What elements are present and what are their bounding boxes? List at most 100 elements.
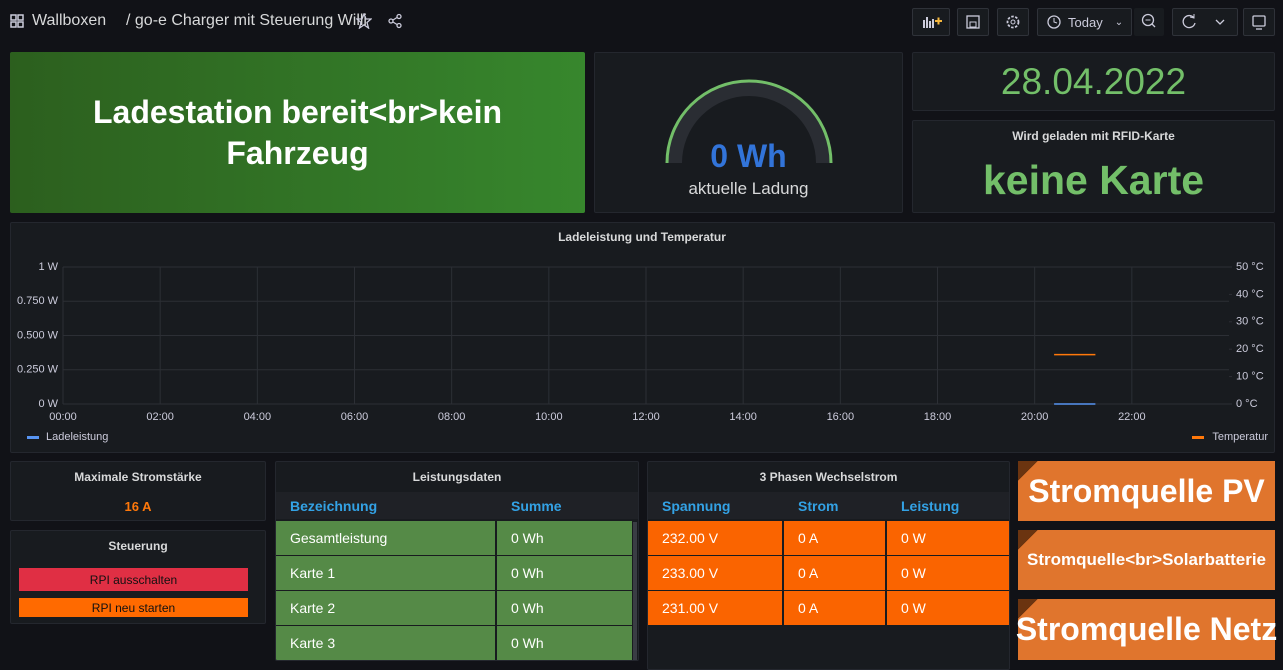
x-tick-label: 02:00 xyxy=(146,411,174,423)
zoom-icon xyxy=(1141,13,1156,28)
add-panel-icon xyxy=(923,17,942,28)
x-tick-label: 18:00 xyxy=(924,411,952,423)
y-tick-label: 0.750 W xyxy=(17,295,59,307)
status-text: Ladestation bereit<br>kein Fahrzeug xyxy=(92,93,502,171)
y2-tick-label: 40 °C xyxy=(1236,288,1264,300)
star-icon[interactable] xyxy=(356,13,372,29)
dashboards-icon[interactable] xyxy=(10,14,24,28)
gauge-panel: 0 Wh aktuelle Ladung xyxy=(594,52,903,213)
add-panel-button[interactable] xyxy=(912,8,950,36)
x-tick-label: 06:00 xyxy=(341,411,369,423)
gauge-label: aktuelle Ladung xyxy=(688,179,809,198)
x-tick-label: 08:00 xyxy=(438,411,466,423)
legend-swatch xyxy=(1192,436,1204,439)
x-tick-label: 16:00 xyxy=(827,411,855,423)
control-panel: Steuerung RPI ausschalten RPI neu starte… xyxy=(10,530,266,624)
settings-button[interactable] xyxy=(997,8,1029,36)
chevron: ⌄ xyxy=(1114,16,1124,28)
y-tick-label: 0.250 W xyxy=(17,364,59,376)
time-picker[interactable]: Today ⌄ xyxy=(1037,8,1132,36)
y2-tick-label: 50 °C xyxy=(1236,261,1264,273)
table-cell: 0 Wh xyxy=(497,591,632,625)
rfid-panel: Wird geladen mit RFID-Karte keine Karte xyxy=(912,120,1275,213)
table-cell: Karte 1 xyxy=(276,556,495,590)
table-cell: 0 A xyxy=(784,556,885,590)
x-tick-label: 00:00 xyxy=(49,411,77,423)
legend-label: Ladeleistung xyxy=(46,431,108,443)
chart-title: Ladeleistung und Temperatur xyxy=(558,230,726,244)
panel-title: Maximale Stromstärke xyxy=(74,470,202,484)
x-tick-label: 10:00 xyxy=(535,411,563,423)
column-header[interactable]: Strom xyxy=(798,497,839,514)
x-tick-label: 04:00 xyxy=(244,411,272,423)
refresh-button[interactable] xyxy=(1172,8,1238,36)
table-header-bg xyxy=(276,492,638,519)
y2-tick-label: 10 °C xyxy=(1236,371,1264,383)
y2-tick-label: 0 °C xyxy=(1236,398,1258,410)
table-cell: 0 W xyxy=(887,521,1009,555)
status-panel: Ladestation bereit<br>kein Fahrzeug xyxy=(10,52,585,213)
breadcrumb[interactable]: Wallboxen xyxy=(32,12,107,29)
date-value: 28.04.2022 xyxy=(1000,60,1187,102)
save-button[interactable] xyxy=(957,8,989,36)
table-cell: 0 A xyxy=(784,521,885,555)
x-tick-label: 14:00 xyxy=(729,411,757,423)
source-text: Stromquelle Netz xyxy=(1015,611,1278,647)
table-header-bg xyxy=(648,492,1009,519)
clock-icon xyxy=(1047,15,1061,29)
scrollbar xyxy=(633,522,637,660)
refresh-icon xyxy=(1182,14,1225,29)
table-cell: 0 W xyxy=(887,591,1009,625)
phase-table-panel: 3 Phasen Wechselstrom Spannung Strom Leist… xyxy=(647,461,1010,670)
zoom-out-button[interactable] xyxy=(1134,8,1164,36)
legend-label: Temperatur xyxy=(1212,431,1268,443)
max-current-value: 16 A xyxy=(124,499,152,514)
gauge xyxy=(665,79,833,164)
power-table-panel: Leistungsdaten Bezeichnung Summe Gesamtlei… xyxy=(275,461,639,661)
x-tick-label: 22:00 xyxy=(1118,411,1146,423)
tv-icon xyxy=(1252,15,1266,30)
table-cell: 232.00 V xyxy=(648,521,782,555)
source-text: Stromquelle<br>Solarbatterie xyxy=(1026,550,1267,569)
table-cell: 233.00 V xyxy=(648,556,782,590)
table-cell: 0 Wh xyxy=(497,521,632,555)
date-panel: 28.04.2022 xyxy=(912,52,1275,111)
rfid-value: keine Karte xyxy=(982,157,1205,203)
gauge-value: 0 Wh xyxy=(710,138,787,174)
panel-title: 3 Phasen Wechselstrom xyxy=(759,470,898,484)
panel-title: Steuerung xyxy=(108,539,168,553)
y2-tick-label: 30 °C xyxy=(1236,316,1264,328)
button[interactable]: RPI neu starten xyxy=(19,598,248,617)
x-tick-label: 20:00 xyxy=(1021,411,1049,423)
table-cell: 0 Wh xyxy=(497,556,632,590)
table-cell: Karte 2 xyxy=(276,591,495,625)
table-cell: 0 A xyxy=(784,591,885,625)
legend-swatch xyxy=(27,436,39,439)
source-panel: Stromquelle Netz xyxy=(1015,599,1278,660)
column-header[interactable]: Leistung xyxy=(901,497,960,514)
source-panel: Stromquelle PV xyxy=(1018,461,1275,521)
y-tick-label: 0.500 W xyxy=(17,329,59,341)
column-header[interactable]: Spannung xyxy=(662,497,731,514)
table-cell: Gesamtleistung xyxy=(276,521,495,555)
source-panel: Stromquelle<br>Solarbatterie xyxy=(1018,530,1275,590)
tv-mode-button[interactable] xyxy=(1243,8,1275,36)
chart-panel: Ladeleistung und Temperatur 0 W 0.250 W 0.… xyxy=(10,222,1275,453)
save-icon xyxy=(966,15,980,29)
chart: Ladeleistung und Temperatur 0 W 0.250 W 0.… xyxy=(17,230,1268,443)
column-header[interactable]: Bezeichnung xyxy=(290,497,378,514)
button[interactable]: RPI ausschalten xyxy=(19,568,248,591)
table-cell: 0 Wh xyxy=(497,626,632,660)
panel-title: Leistungsdaten xyxy=(412,470,502,484)
settings-icon xyxy=(1006,15,1020,29)
share-icon[interactable] xyxy=(387,13,403,29)
source-text: Stromquelle PV xyxy=(1028,472,1265,509)
panel-title: Wird geladen mit RFID-Karte xyxy=(1012,129,1175,143)
y-tick-label: 0 W xyxy=(38,398,58,410)
table-cell: 231.00 V xyxy=(648,591,782,625)
dashboard-title: / go-e Charger mit Steuerung Willi xyxy=(126,12,367,29)
y2-tick-label: 20 °C xyxy=(1236,343,1264,355)
x-tick-label: 12:00 xyxy=(632,411,660,423)
time-range: Today xyxy=(1068,14,1103,30)
column-header[interactable]: Summe xyxy=(511,497,562,514)
